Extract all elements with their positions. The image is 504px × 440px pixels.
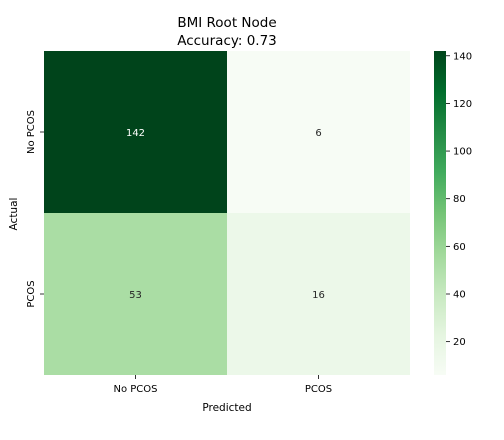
heatmap-cell-value: 142: [126, 128, 145, 139]
heatmap-cell: [227, 213, 410, 375]
x-axis-label: Predicted: [202, 402, 251, 414]
colorbar-tick-label: 20: [453, 337, 466, 348]
axis-ticks: No PCOS PCOS No PCOS PCOS: [26, 110, 332, 395]
y-axis-label: Actual: [8, 198, 20, 231]
colorbar-tick-label: 60: [453, 242, 466, 253]
heatmap-cell-value: 16: [312, 290, 325, 301]
x-tick-label: PCOS: [305, 384, 332, 395]
x-tick-label: No PCOS: [113, 384, 157, 395]
y-tick-label: PCOS: [26, 280, 37, 307]
colorbar-tick-label: 80: [453, 194, 466, 205]
chart-subtitle: Accuracy: 0.73: [177, 33, 277, 49]
heatmap-cell-value: 53: [129, 290, 142, 301]
colorbar: 20 40 60 80 100 120 140: [434, 51, 472, 375]
colorbar-tick-label: 40: [453, 290, 466, 301]
heatmap-cells: 142 6 53 16: [44, 51, 410, 375]
heatmap-cell-value: 6: [315, 128, 321, 139]
chart-title: BMI Root Node: [177, 15, 276, 31]
y-tick-label: No PCOS: [26, 110, 37, 154]
colorbar-tick-label: 100: [453, 147, 472, 158]
colorbar-gradient: [434, 51, 446, 375]
heatmap-cell: [44, 51, 227, 213]
colorbar-tick-label: 120: [453, 99, 472, 110]
colorbar-tick-label: 140: [453, 51, 472, 62]
heatmap-cell: [227, 51, 410, 213]
heatmap-cell: [44, 213, 227, 375]
